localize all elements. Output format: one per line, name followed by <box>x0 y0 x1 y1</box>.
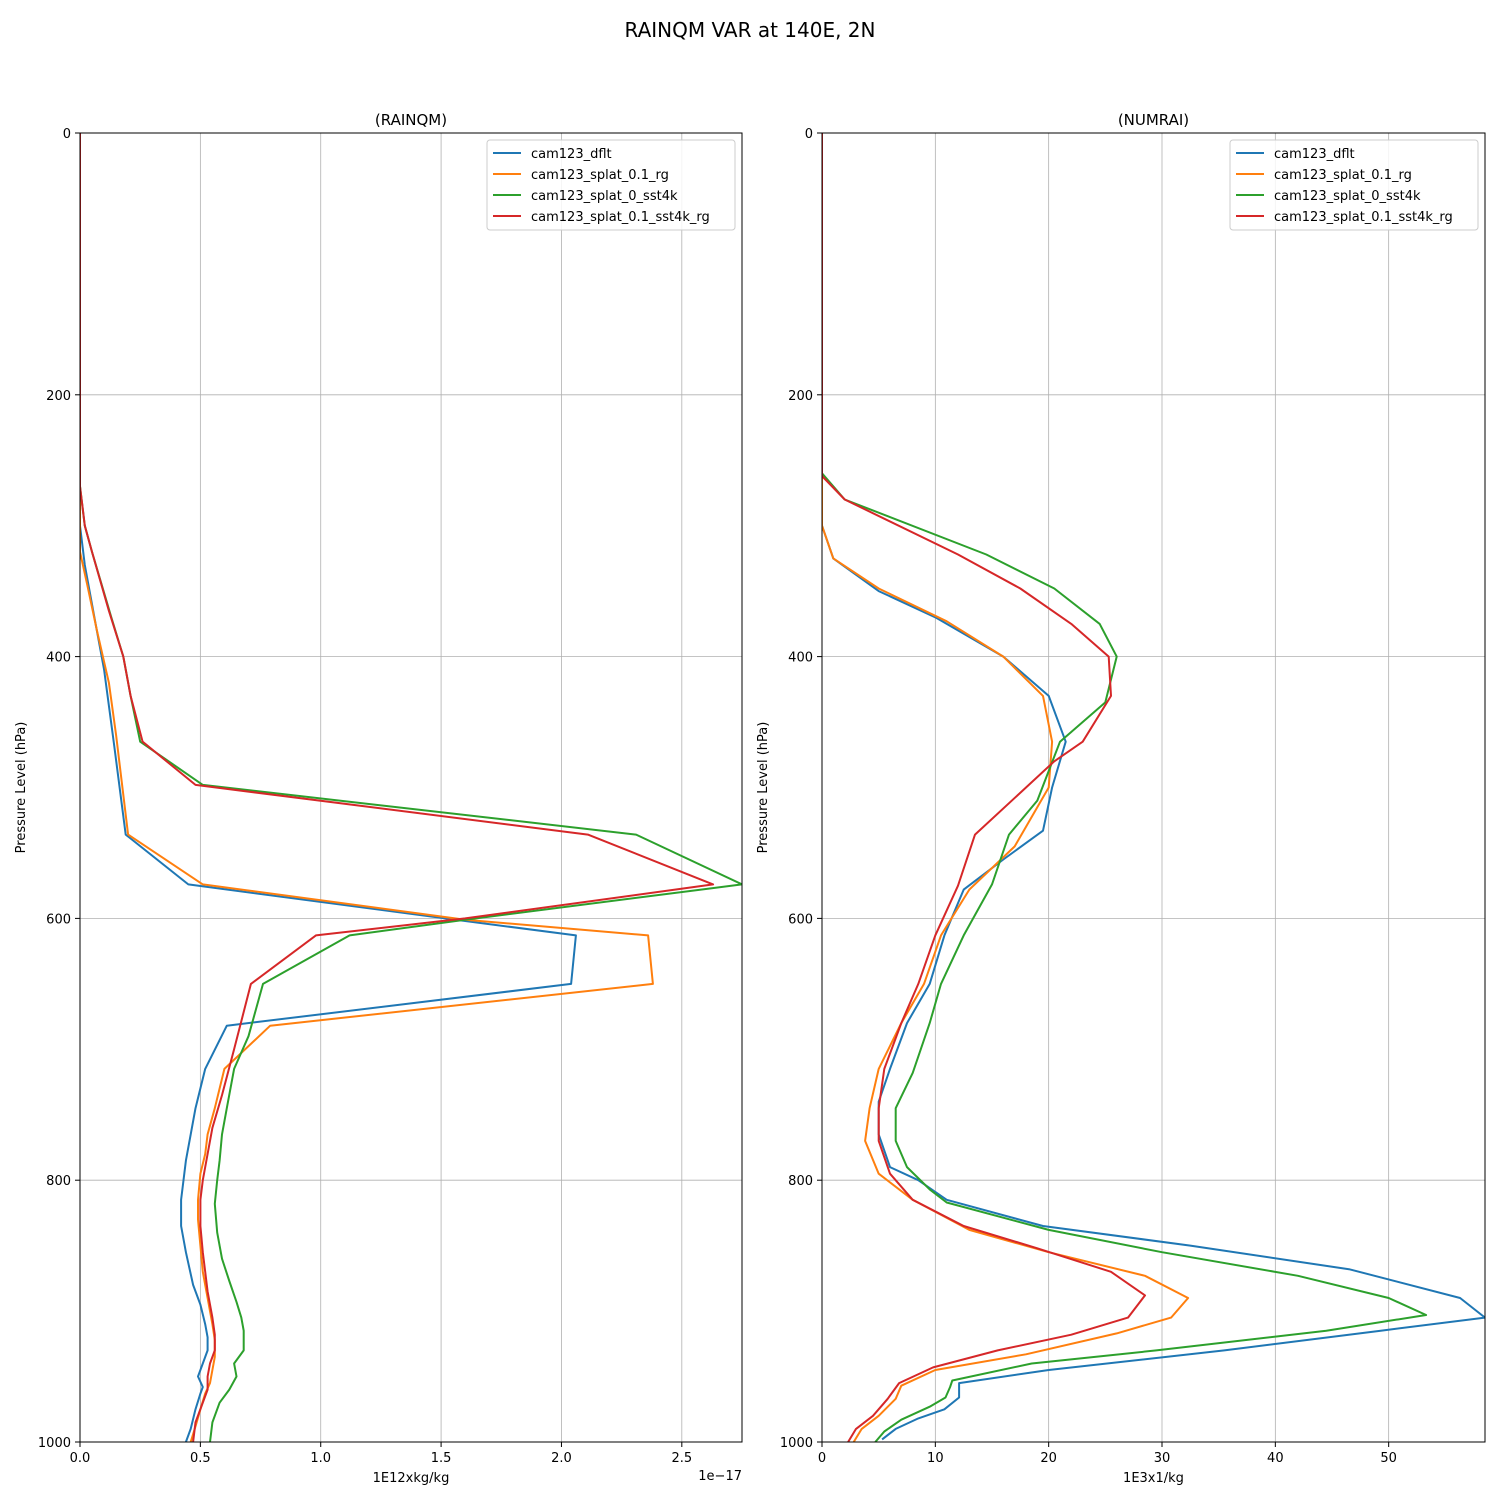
axes-title: (RAINQM) <box>375 111 447 129</box>
legend-box <box>1229 139 1479 231</box>
y-tick-label: 400 <box>46 651 71 666</box>
y-axis-label: Pressure Level (hPa) <box>14 722 29 854</box>
axes-title: (NUMRAI) <box>1118 111 1189 129</box>
series-line-cam123_splat_0.1_rg <box>822 133 1190 1442</box>
x-tick-label: 20 <box>1040 1451 1057 1466</box>
rainqm-panel: 0.0 0.5 1.0 1.5 2.0 2.5 0 200 400 600 800 1000 (RAIN… <box>14 111 743 1486</box>
y-tick-label: 0 <box>805 127 813 142</box>
y-tick-label: 800 <box>46 1174 71 1189</box>
x-tick-label: 0.0 <box>70 1451 91 1466</box>
grid <box>821 132 1485 1443</box>
x-tick-label: 0 <box>818 1451 826 1466</box>
series-line-cam123_splat_0.1_sst4k_rg <box>80 133 715 1442</box>
x-axis-label: 1E12xkg/kg <box>373 1471 450 1486</box>
series-line-cam123_splat_0_sst4k <box>822 133 1428 1442</box>
y-axis-label: Pressure Level (hPa) <box>756 722 771 854</box>
legend-entry: cam123_splat_0.1_rg <box>531 168 669 183</box>
y-tick-label: 800 <box>788 1174 813 1189</box>
legend-box <box>486 139 736 231</box>
numrai-panel: 0 10 20 30 40 50 0 200 400 600 800 1000 (NUMRAI) 1E3x… <box>756 111 1486 1486</box>
y-tick-label: 0 <box>63 127 71 142</box>
figure-title: RAINQM VAR at 140E, 2N <box>625 18 876 42</box>
y-tick-label: 200 <box>788 389 813 404</box>
x-axis-label: 1E3x1/kg <box>1123 1471 1184 1486</box>
legend-entry: cam123_splat_0.1_rg <box>1274 168 1412 183</box>
legend-entry: cam123_splat_0_sst4k <box>531 189 678 204</box>
legend-entry: cam123_splat_0_sst4k <box>1274 189 1421 204</box>
series-line-cam123_splat_0.1_rg <box>80 133 654 1442</box>
y-tick-label: 200 <box>46 389 71 404</box>
grid <box>79 132 742 1443</box>
x-tick-label: 2.5 <box>671 1451 692 1466</box>
series-line-cam123_splat_0_sst4k <box>80 133 742 1442</box>
x-tick-label: 2.0 <box>551 1451 572 1466</box>
axes-frame <box>79 132 743 1443</box>
axes-frame <box>821 132 1486 1443</box>
series-lines <box>80 133 742 1442</box>
x-tick-label: 1.5 <box>431 1451 452 1466</box>
x-tick-label: 50 <box>1380 1451 1397 1466</box>
series-line-cam123_dflt <box>822 133 1485 1441</box>
legend-entry: cam123_splat_0.1_sst4k_rg <box>531 210 710 225</box>
legend-entry: cam123_dflt <box>1274 147 1355 162</box>
legend-entry: cam123_dflt <box>531 147 612 162</box>
x-tick-label: 30 <box>1154 1451 1171 1466</box>
series-lines <box>822 133 1485 1442</box>
series-line-cam123_splat_0.1_sst4k_rg <box>822 133 1146 1442</box>
y-tick-label: 1000 <box>780 1436 813 1451</box>
x-tick-label: 0.5 <box>190 1451 211 1466</box>
series-line-cam123_dflt <box>80 133 577 1442</box>
x-tick-label: 10 <box>927 1451 944 1466</box>
legend: cam123_dflt cam123_splat_0.1_rg cam123_spl… <box>486 139 736 231</box>
y-tick-label: 600 <box>46 912 71 927</box>
x-tick-label: 40 <box>1267 1451 1284 1466</box>
y-tick-label: 600 <box>788 912 813 927</box>
legend: cam123_dflt cam123_splat_0.1_rg cam123_spl… <box>1229 139 1479 231</box>
x-offset-text: 1e−17 <box>698 1469 742 1484</box>
y-tick-label: 400 <box>788 651 813 666</box>
x-tick-label: 1.0 <box>310 1451 331 1466</box>
legend-entry: cam123_splat_0.1_sst4k_rg <box>1274 210 1453 225</box>
y-tick-label: 1000 <box>38 1436 71 1451</box>
